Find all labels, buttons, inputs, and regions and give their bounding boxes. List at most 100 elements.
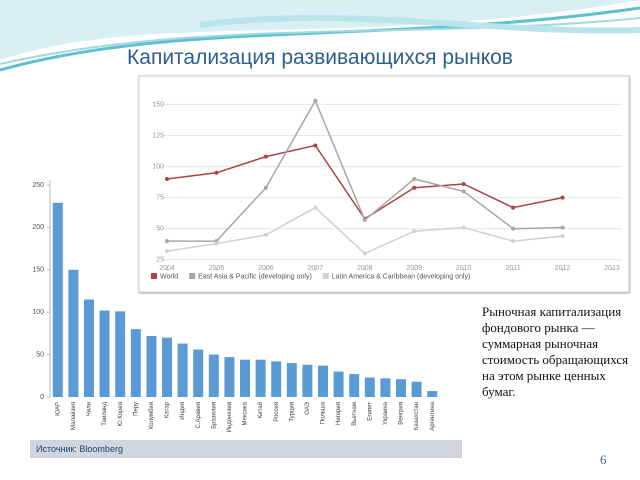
point bbox=[461, 225, 466, 230]
bar bbox=[364, 377, 375, 397]
x-tick-label: Колумбия bbox=[149, 402, 155, 429]
point bbox=[560, 225, 565, 230]
x-tick-label: 2008 bbox=[357, 265, 373, 272]
y-tick-label: 50 bbox=[156, 226, 164, 233]
bar bbox=[380, 378, 391, 397]
point bbox=[560, 195, 565, 200]
x-tick-label: Нигерия bbox=[336, 402, 342, 425]
point bbox=[165, 249, 169, 254]
y-tick-label: 25 bbox=[156, 257, 164, 264]
x-tick-label: 2004 bbox=[159, 265, 175, 272]
point bbox=[214, 241, 219, 246]
x-tick-label: 2005 bbox=[209, 265, 225, 272]
x-tick-label: Китай bbox=[257, 402, 264, 418]
x-tick-label: 2009 bbox=[406, 265, 422, 272]
point bbox=[511, 239, 516, 244]
bar bbox=[240, 359, 250, 397]
point bbox=[412, 185, 417, 190]
y-tick-label: 200 bbox=[32, 224, 44, 231]
x-tick-label: Казахстан bbox=[414, 402, 420, 430]
bar bbox=[208, 354, 219, 397]
line-chart: 25 50 75 100 125 150 2004 2005 2006 2007 2008 2009 2… bbox=[138, 75, 630, 293]
x-tick-label: 2006 bbox=[258, 265, 274, 272]
x-tick-label: Аргентина bbox=[430, 401, 436, 430]
point bbox=[263, 185, 268, 190]
bar bbox=[99, 310, 110, 397]
x-tick-label: 2013 bbox=[604, 265, 620, 272]
x-tick-label: Индия bbox=[180, 402, 186, 420]
page-number: 6 bbox=[600, 452, 607, 467]
x-tick-label: Мексика bbox=[243, 401, 249, 425]
x-tick-label: 2011 bbox=[506, 265, 521, 272]
y-tick-label: 150 bbox=[152, 101, 164, 108]
y-tick-label: 250 bbox=[32, 182, 44, 189]
point bbox=[511, 226, 516, 231]
point bbox=[263, 232, 268, 237]
legend-label: Latin America & Caribbean (developing on… bbox=[332, 273, 471, 280]
x-tick-label: ОАЭ bbox=[305, 401, 311, 414]
point bbox=[560, 234, 565, 239]
bar bbox=[52, 202, 63, 397]
bar bbox=[349, 374, 360, 397]
bar bbox=[302, 364, 313, 397]
source: Источник: Bloomberg bbox=[30, 440, 462, 458]
point bbox=[263, 154, 268, 159]
y-tick-label: 150 bbox=[32, 267, 44, 274]
x-tick-label: 2012 bbox=[555, 265, 571, 272]
point bbox=[165, 239, 169, 244]
point bbox=[165, 177, 169, 181]
legend-swatch bbox=[151, 273, 157, 279]
point bbox=[511, 205, 516, 210]
point bbox=[313, 205, 318, 210]
bar bbox=[396, 379, 406, 397]
header-waves bbox=[0, 0, 640, 72]
x-tick-label: Польша bbox=[321, 401, 327, 424]
bar bbox=[255, 359, 266, 397]
point bbox=[412, 177, 417, 181]
point bbox=[313, 98, 318, 103]
point bbox=[313, 143, 318, 148]
bar bbox=[271, 361, 282, 397]
bar bbox=[146, 335, 157, 397]
y-tick-label: 0 bbox=[40, 394, 44, 401]
legend-label: World bbox=[160, 273, 178, 280]
bar bbox=[318, 365, 328, 397]
legend-label: East Asia & Pacific (developing only) bbox=[198, 273, 312, 280]
bar bbox=[177, 343, 188, 397]
x-tick-label: 2007 bbox=[308, 265, 324, 272]
x-tick-label: Вьетнам bbox=[352, 402, 358, 426]
x-tick-label: ЮАР bbox=[55, 402, 61, 416]
x-tick-label: Турция bbox=[289, 402, 295, 422]
x-tick-label: Венгрия bbox=[399, 402, 405, 425]
point bbox=[362, 251, 367, 256]
x-tick-label: Ю.Корея bbox=[118, 402, 124, 426]
x-tick-label: Бразилия bbox=[211, 402, 217, 429]
y-tick-label: 125 bbox=[152, 132, 164, 139]
bar bbox=[224, 357, 235, 397]
point bbox=[214, 170, 219, 175]
bar bbox=[130, 329, 141, 397]
x-tick-label: Украина bbox=[383, 401, 389, 425]
bar bbox=[286, 363, 297, 397]
point bbox=[412, 229, 417, 234]
x-tick-label: Россия bbox=[274, 402, 280, 422]
x-tick-label: Малайзия bbox=[70, 402, 77, 430]
slide-title: Капитализация развивающихся рынков bbox=[127, 46, 513, 69]
x-tick-label: Перу bbox=[133, 402, 139, 416]
x-tick-label: 2010 bbox=[456, 265, 472, 272]
bar bbox=[427, 391, 438, 397]
point bbox=[461, 181, 466, 186]
x-tick-label: Индонезия bbox=[227, 402, 233, 432]
bar bbox=[411, 381, 422, 397]
chart-frame bbox=[138, 75, 630, 293]
bar bbox=[84, 299, 94, 397]
point bbox=[461, 189, 466, 194]
note-text: Рыночная капитализация фондового рынка —… bbox=[482, 304, 629, 399]
x-tick-label: С.Аравия bbox=[196, 402, 202, 428]
y-tick-label: 50 bbox=[36, 351, 44, 358]
legend-swatch bbox=[189, 273, 196, 279]
point bbox=[362, 218, 367, 223]
bar bbox=[193, 349, 204, 397]
